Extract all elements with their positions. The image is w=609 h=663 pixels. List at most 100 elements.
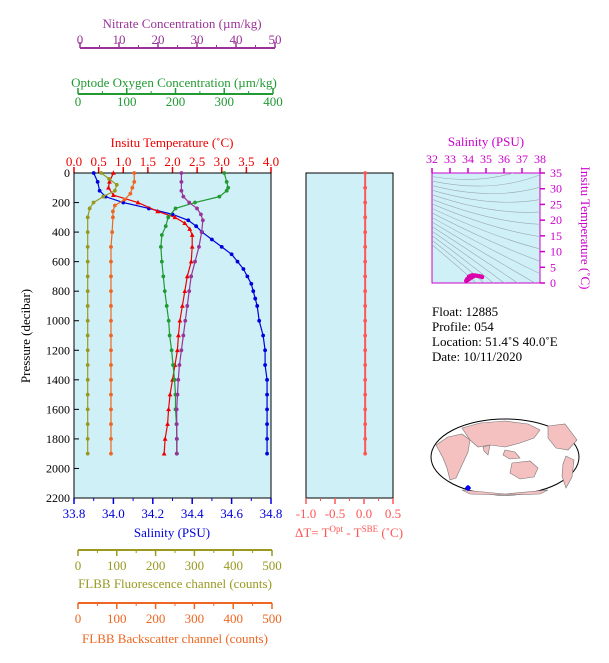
nitrate-point [181,194,186,199]
ts-salinity-tick-label: 33 [444,152,456,166]
ts-salinity-tick-label: 38 [534,152,546,166]
nitrate-point [174,451,179,456]
backscatter-point [112,203,117,208]
salinity-ticks: 33.8 34.0 34.2 34.4 34.6 34.8 [63,498,282,521]
ts-points [464,272,485,283]
nitrate-point [179,179,184,184]
map-land [435,420,578,496]
temperature-tick-label: 0.0 [66,154,82,169]
nitrate-point [177,363,182,367]
backscatter-point [109,422,113,427]
dt-point [363,171,368,175]
world-map [430,418,580,496]
temperature-point [165,421,170,426]
ts-temperature-tick-label: 30 [550,182,562,196]
location: Location: 51.4˚S 40.0˚E [432,334,558,349]
backscatter-tick-label: 100 [107,611,127,626]
fluorescence-point [114,182,119,187]
temperature-tick-label: 3.5 [238,154,254,169]
ts-salinity-tick-label: 35 [480,152,492,166]
backscatter-point [111,215,115,220]
fluorescence-point [101,194,106,199]
backscatter-tick-label: 200 [146,611,166,626]
salinity-point [210,237,214,242]
ts-density-contour [432,221,536,283]
nitrate-tick-label: 30 [191,32,204,47]
fluorescence-point [85,422,90,427]
fluorescence-tick-label: 200 [146,558,166,573]
nitrate-point [187,289,192,294]
salinity-point [91,171,96,175]
fluorescence-point [85,274,90,279]
ts-temperature-title: Insitu Temperature (˚C) [578,166,593,289]
nitrate-point [197,244,201,249]
oxygen-point [162,289,167,294]
ts-salinity-tick-label: 37 [516,152,528,166]
temperature-point [106,185,111,190]
profile-series [85,170,269,456]
dt-series [363,171,368,456]
dt-tick-label: 0.0 [356,506,372,521]
dt-point [363,259,368,264]
nitrate-point [181,333,186,338]
salinity-point [265,437,269,441]
pressure-tick-label: 600 [52,255,70,269]
temperature-point [188,259,194,264]
ts-salinity-tick-label: 34 [462,152,474,166]
backscatter-axis: 0 100 200 300 400 500 FLBB Backscatter channe… [75,602,282,646]
ts-density-contour [432,174,540,187]
date: Date: 10/11/2020 [432,349,522,364]
dt-point [363,230,368,234]
backscatter-point [109,289,113,294]
temperature-point [177,318,183,323]
ts-salinity-title: Salinity (PSU) [448,134,524,149]
dt-point [363,318,368,323]
ts-density-contour [432,212,540,262]
fluorescence-tick-label: 500 [262,558,282,573]
pressure-ticks: 0 200 400 600 800 1000 1200 1400 1600 1800 2000 220… [46,166,310,505]
dt-point [363,437,368,441]
dt-point [363,215,368,220]
dt-point [363,407,368,412]
oxygen-ticks: 0 100 200 300 400 [75,88,283,109]
salinity-point [186,218,191,223]
fluorescence-point [85,259,90,264]
ts-density-contour [432,185,540,194]
dt-tick-label: -1.0 [296,506,317,521]
dt-point [363,451,368,456]
dt-point [363,392,368,397]
backscatter-point [130,185,135,190]
ts-temperature-tick-label: 0 [550,276,556,290]
ts-density-contour [432,189,540,203]
fluorescence-tick-label: 100 [107,558,127,573]
backscatter-point [122,197,127,202]
temperature-point [182,288,188,293]
backscatter-tick-label: 0 [75,611,82,626]
fluorescence-tick-label: 400 [223,558,243,573]
float-info: Float: 12885 Profile: 054 Location: 51.4… [432,304,558,364]
pressure-tick-label: 1600 [46,402,70,416]
ts-density-contour [432,194,540,213]
temperature-tick-label: 1.0 [115,154,131,169]
salinity-point [257,318,262,323]
oxygen-point [167,333,172,338]
backscatter-point [109,437,113,441]
ts-temperature-tick-label: 10 [550,245,562,259]
salinity-point [229,252,234,257]
pressure-tick-label: 1000 [46,314,70,328]
float-id: Float: 12885 [432,304,498,319]
backscatter-point [132,171,137,175]
dt-panel [305,172,394,499]
salinity-point [253,296,258,301]
temperature-tick-label: 0.5 [91,154,107,169]
backscatter-point [109,304,113,308]
oxygen-axis: Optode Oxygen Concentration (µm/kg) 0 100… [71,75,283,109]
dt-point [363,363,368,367]
oxygen-point [172,377,177,382]
backscatter-point [109,244,113,249]
backscatter-point [110,230,115,234]
oxygen-point [159,233,164,237]
salinity-point [261,333,266,338]
pressure-tick-label: 1400 [46,373,70,387]
nitrate-point [195,206,199,211]
